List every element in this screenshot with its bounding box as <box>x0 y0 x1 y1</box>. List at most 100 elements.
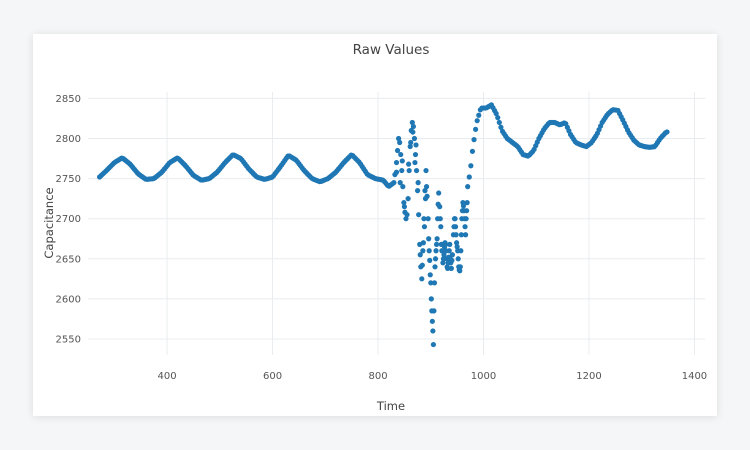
y-tick-label: 2700 <box>56 214 81 225</box>
data-point <box>496 119 502 126</box>
data-point <box>435 201 441 207</box>
data-point <box>407 143 413 150</box>
y-axis-label: Capacitance <box>42 187 56 258</box>
data-point <box>469 148 476 154</box>
chart-title: Raw Values <box>353 42 430 58</box>
data-point <box>393 169 400 175</box>
data-point <box>432 256 439 262</box>
data-point <box>413 167 420 174</box>
data-point <box>473 126 479 132</box>
data-point <box>420 240 426 246</box>
data-point <box>429 318 435 324</box>
data-point <box>457 264 463 270</box>
x-tick-label: 600 <box>263 371 282 382</box>
data-point <box>440 260 446 266</box>
data-point <box>412 151 419 158</box>
data-point <box>422 188 428 194</box>
data-point <box>415 180 421 186</box>
y-tick-label: 2600 <box>56 294 81 305</box>
data-point <box>411 135 418 142</box>
data-point <box>413 142 419 148</box>
y-tick-label: 2750 <box>56 174 81 185</box>
data-point <box>439 248 445 254</box>
data-point <box>465 184 471 190</box>
data-point <box>442 241 449 247</box>
data-point <box>447 241 453 247</box>
data-point <box>397 139 403 146</box>
data-point <box>493 110 499 117</box>
data-point <box>464 208 470 214</box>
data-point <box>459 208 466 214</box>
data-point <box>454 240 460 246</box>
data-point <box>430 341 437 348</box>
data-point <box>428 280 434 286</box>
data-point <box>396 135 402 142</box>
data-point <box>434 236 440 242</box>
data-point <box>422 196 429 202</box>
data-point <box>406 161 412 167</box>
data-point <box>421 224 428 230</box>
data-point <box>399 158 405 164</box>
x-tick-label: 1200 <box>576 371 601 382</box>
scatter-chart: 2550 2600 2650 2700 2750 2800 2850 400 600 800 100… <box>42 42 708 413</box>
points-layer <box>97 102 670 348</box>
data-point <box>455 256 461 262</box>
data-point <box>471 137 477 143</box>
data-point <box>430 328 436 334</box>
data-point <box>401 200 407 206</box>
data-point <box>427 257 433 263</box>
data-point <box>441 252 447 258</box>
data-point <box>397 180 403 186</box>
x-tick-label: 1400 <box>682 371 707 382</box>
y-tick-label: 2550 <box>56 334 81 345</box>
grid-layer <box>88 92 705 355</box>
data-point <box>394 147 401 154</box>
ticks-layer: 2550 2600 2650 2700 2750 2800 2850 400 600 800 100… <box>56 94 708 382</box>
data-point <box>498 124 504 130</box>
data-point <box>426 236 432 242</box>
data-point <box>437 216 443 222</box>
data-point <box>451 224 457 230</box>
data-point <box>466 174 472 180</box>
data-point <box>393 159 400 166</box>
data-point <box>452 216 458 222</box>
data-point <box>403 216 409 222</box>
data-point <box>433 248 439 254</box>
data-point <box>458 232 464 238</box>
data-point <box>409 119 415 126</box>
data-point <box>461 216 468 222</box>
data-point <box>410 129 416 135</box>
data-point <box>419 262 425 268</box>
data-point <box>399 167 405 174</box>
data-point <box>449 252 455 258</box>
data-point <box>448 265 454 271</box>
data-point <box>462 232 469 238</box>
chart-card: 2550 2600 2650 2700 2750 2800 2850 400 600 800 100… <box>33 34 717 416</box>
data-point <box>412 159 418 166</box>
data-point <box>436 190 442 196</box>
data-point <box>468 163 474 169</box>
data-point <box>464 200 470 206</box>
data-point <box>460 203 467 209</box>
data-point <box>495 115 501 121</box>
data-point <box>423 184 430 190</box>
data-point <box>445 265 451 271</box>
y-tick-label: 2800 <box>56 134 81 145</box>
data-point <box>420 248 426 254</box>
data-point <box>664 129 670 135</box>
data-point <box>454 244 460 250</box>
data-point <box>429 308 435 314</box>
y-tick-label: 2850 <box>56 94 81 105</box>
data-point <box>453 232 459 238</box>
data-point <box>426 248 432 254</box>
data-point <box>423 167 429 174</box>
data-point <box>432 264 438 270</box>
data-point <box>446 248 452 254</box>
data-point <box>428 296 434 302</box>
data-point <box>425 216 431 222</box>
data-point <box>476 112 482 118</box>
data-point <box>416 212 422 218</box>
data-point <box>419 276 425 282</box>
data-point <box>449 257 455 263</box>
data-point <box>406 167 412 174</box>
